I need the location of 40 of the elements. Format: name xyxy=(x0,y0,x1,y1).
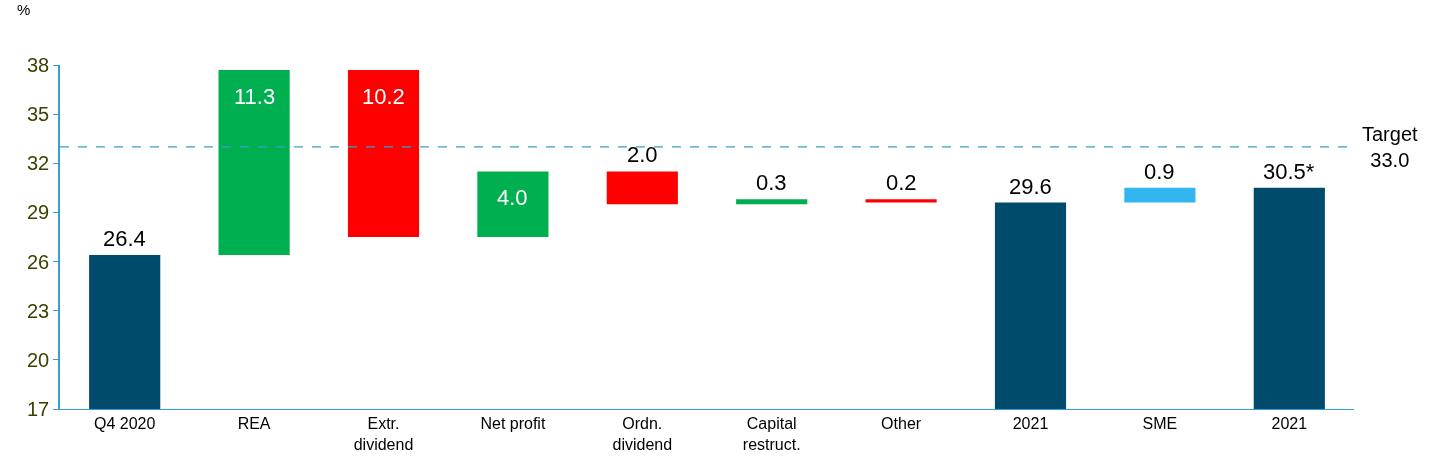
data-label: 0.3 xyxy=(756,170,787,195)
x-tick-label: Extr. dividend xyxy=(353,415,414,453)
bar xyxy=(347,69,420,237)
x-tick-label: 2021 xyxy=(1012,415,1049,433)
y-tick-label: 20 xyxy=(27,348,50,371)
x-tick-label: SME xyxy=(1142,415,1178,433)
bar xyxy=(736,199,808,205)
data-label: 11.3 xyxy=(234,84,276,109)
y-axis-title: % xyxy=(17,1,31,18)
bar xyxy=(218,69,290,256)
x-tick-label: Ordn. dividend xyxy=(612,415,673,453)
x-tick-label: REA xyxy=(237,415,271,433)
bar xyxy=(89,255,161,409)
x-tick-label: Other xyxy=(881,415,922,433)
y-tick-label: 23 xyxy=(27,299,50,322)
data-label: 0.2 xyxy=(886,170,917,195)
bar xyxy=(994,202,1067,409)
data-label: 4.0 xyxy=(497,185,528,210)
y-tick-label: 29 xyxy=(27,201,50,224)
y-tick-label: 35 xyxy=(27,103,50,126)
y-tick-label: 38 xyxy=(27,54,50,76)
y-tick-label: 26 xyxy=(27,250,50,273)
bar xyxy=(477,171,549,237)
data-label: 0.9 xyxy=(1144,159,1175,184)
data-label: 2.0 xyxy=(627,142,658,167)
x-tick-label: 2021 xyxy=(1271,415,1308,433)
data-label: 26.4 xyxy=(103,226,146,251)
bar xyxy=(1253,187,1325,409)
y-tick-label: 17 xyxy=(27,398,50,420)
data-label: 30.5* xyxy=(1263,159,1315,184)
x-tick-label: Net profit xyxy=(480,415,546,433)
y-tick-label: 32 xyxy=(27,152,50,175)
x-tick-label: Q4 2020 xyxy=(94,415,156,433)
bar xyxy=(606,171,678,205)
data-label: 29.6 xyxy=(1009,174,1052,199)
data-label: 10.2 xyxy=(362,84,405,109)
bar xyxy=(1124,187,1196,203)
bar xyxy=(865,199,937,203)
x-tick-label: Capital restruct. xyxy=(742,415,801,453)
ref-line-label: Target 33.0 xyxy=(1362,123,1419,171)
